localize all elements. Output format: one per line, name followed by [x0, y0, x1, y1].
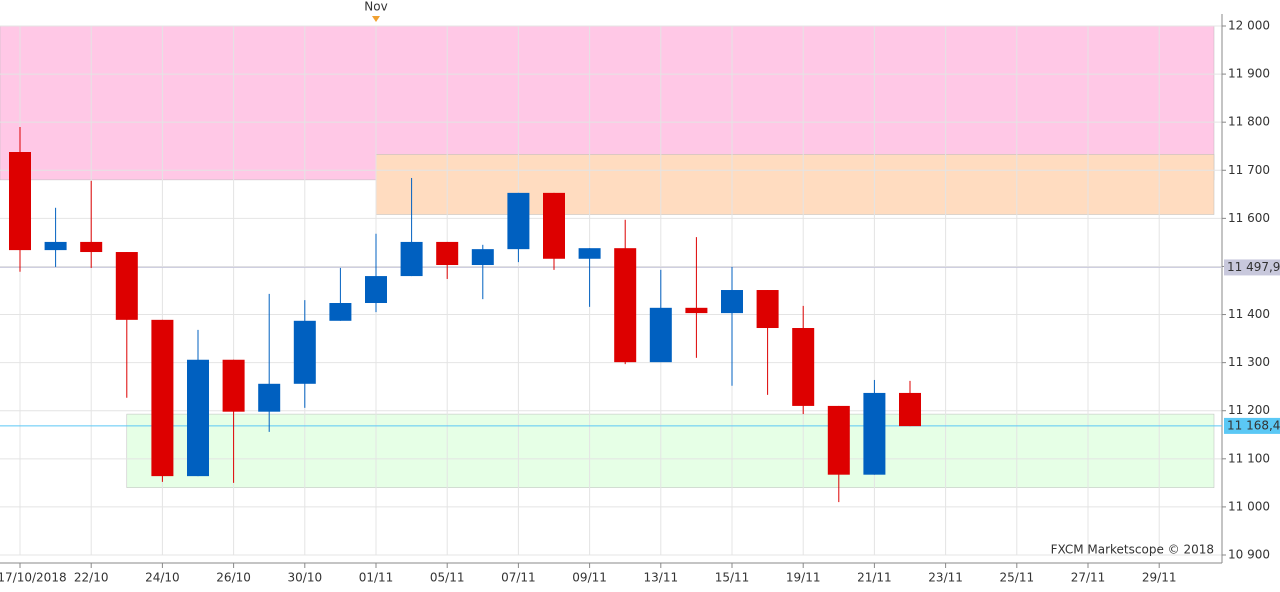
zone	[126, 413, 1215, 488]
price-label: 11 497,96	[1227, 260, 1280, 274]
y-tick-label: 10 900	[1228, 548, 1270, 562]
x-tick-label: 27/11	[1071, 571, 1106, 585]
candle-body	[400, 241, 423, 277]
y-tick-label: 11 400	[1228, 307, 1270, 321]
candle-body	[685, 307, 708, 314]
price-label-box	[1224, 259, 1280, 276]
candle-body	[721, 290, 743, 314]
candle-body	[44, 241, 67, 251]
x-tick-label: 13/11	[644, 571, 679, 585]
x-tick-label: 30/10	[288, 571, 323, 585]
x-tick-label: 21/11	[857, 571, 892, 585]
x-tick-label: 07/11	[501, 571, 536, 585]
candle-body	[436, 241, 459, 266]
x-tick-label: 05/11	[430, 571, 465, 585]
candle-body	[187, 359, 209, 477]
candle-body	[151, 319, 174, 477]
period-label: Nov	[364, 0, 387, 14]
candle-body	[115, 252, 138, 320]
x-tick-label: 22/10	[74, 571, 109, 585]
candle-body	[365, 276, 387, 304]
candle-body	[649, 307, 672, 363]
x-tick-label: 25/11	[1000, 571, 1035, 585]
candle-body	[471, 249, 494, 266]
y-tick-label: 11 100	[1228, 451, 1270, 465]
x-tick-label: 01/11	[359, 571, 394, 585]
candle-body	[827, 405, 850, 475]
price-label-box	[1224, 417, 1280, 434]
y-tick-label: 11 600	[1228, 211, 1270, 225]
candle-body	[792, 328, 815, 406]
candle-body	[756, 290, 779, 329]
candle-body	[80, 241, 103, 253]
candle-body	[9, 151, 31, 251]
y-tick-label: 11 800	[1228, 115, 1270, 129]
candle-body	[543, 192, 565, 259]
candle-body	[222, 359, 245, 412]
credit: FXCM Marketscope © 2018	[1051, 543, 1214, 557]
y-tick-label: 11 900	[1228, 67, 1270, 81]
x-tick-label: 24/10	[145, 571, 180, 585]
y-tick-label: 11 300	[1228, 355, 1270, 369]
x-tick-label: 19/11	[786, 571, 821, 585]
x-tick-label: 29/11	[1142, 571, 1177, 585]
x-tick-label: 23/11	[928, 571, 963, 585]
candle-body	[863, 392, 886, 475]
x-tick-label: 26/10	[216, 571, 251, 585]
x-tick-label: 17/10/2018	[0, 571, 67, 585]
candle-body	[293, 320, 316, 384]
candle-body	[329, 303, 352, 321]
y-tick-label: 11 200	[1228, 403, 1270, 417]
x-tick-label: 15/11	[715, 571, 750, 585]
candle-body	[899, 392, 921, 427]
candle-body	[614, 248, 637, 363]
candle-body	[578, 248, 601, 259]
candle-body	[507, 192, 530, 250]
price-label: 11 168,45	[1227, 418, 1280, 432]
y-tick-label: 12 000	[1228, 19, 1270, 33]
candle-body	[258, 383, 281, 412]
y-tick-label: 11 000	[1228, 499, 1270, 513]
x-tick-label: 09/11	[572, 571, 607, 585]
y-tick-label: 11 700	[1228, 163, 1270, 177]
period-arrow	[372, 16, 380, 22]
